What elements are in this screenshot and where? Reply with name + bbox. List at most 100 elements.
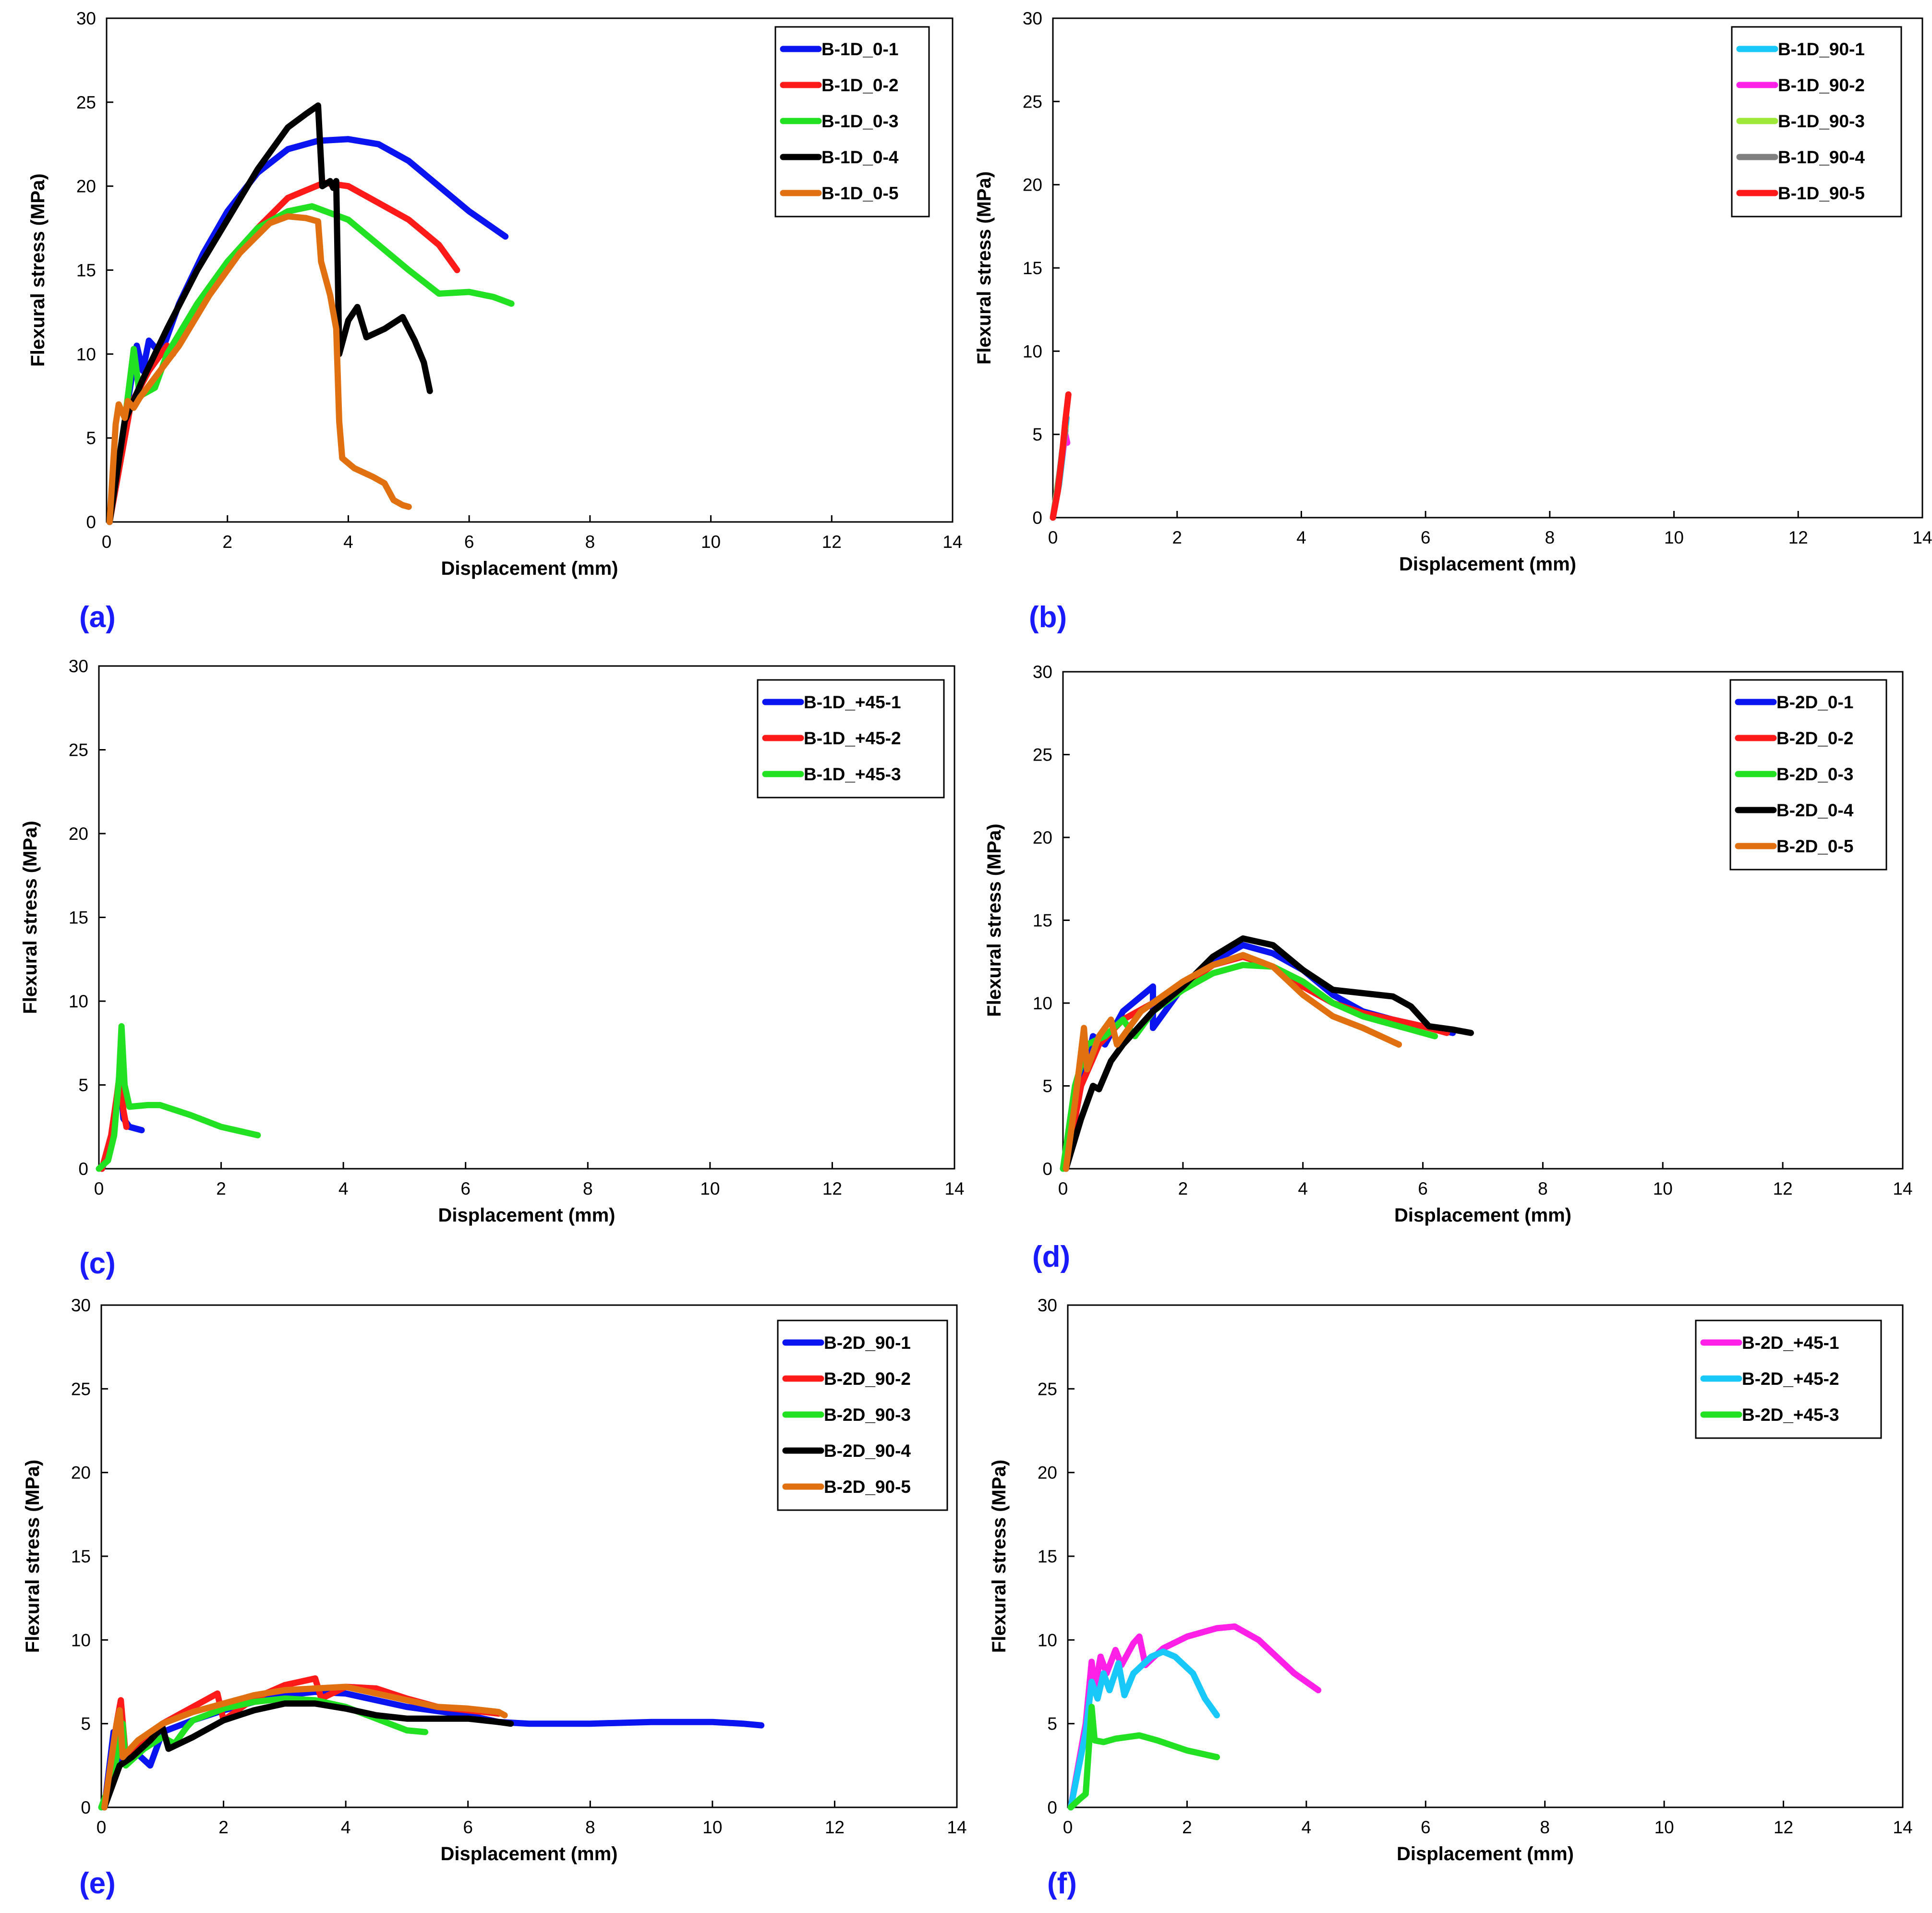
y-axis-label: Flexural stress (MPa)	[989, 1460, 1010, 1653]
legend-box	[777, 1320, 948, 1511]
series-line	[101, 1683, 508, 1811]
y-tick-label: 25	[1038, 1379, 1057, 1399]
y-tick-label: 0	[81, 1798, 91, 1817]
y-tick-label: 15	[76, 261, 96, 280]
legend-entry: B-2D_0-5	[1776, 836, 1853, 856]
y-axis-label: Flexural stress (MPa)	[984, 823, 1005, 1017]
x-axis-label: Displacement (mm)	[1397, 1843, 1574, 1865]
y-tick-label: 20	[1023, 175, 1042, 195]
y-tick-label: 15	[71, 1547, 91, 1566]
y-tick-label: 30	[76, 9, 96, 28]
x-tick-label: 0	[1058, 1179, 1068, 1199]
legend-entry: B-1D_0-1	[821, 39, 898, 59]
x-tick-label: 14	[947, 1817, 966, 1837]
y-tick-label: 15	[1033, 911, 1052, 931]
y-axis-label: Flexural stress (MPa)	[20, 821, 41, 1014]
x-tick-label: 8	[585, 1817, 595, 1837]
y-tick-label: 15	[1023, 258, 1042, 278]
chart-panel: 0 2 4 6 8 10 12 14 0 5 10 15 20 25 30 Displacement (mm)…	[989, 1296, 1913, 1900]
x-tick-label: 0	[102, 532, 112, 552]
y-tick-label: 10	[1038, 1630, 1057, 1650]
legend: B-1D_0-1 B-1D_0-2 B-1D_0-3 B-1D_0-4 B-1D_0-5	[774, 26, 930, 218]
x-tick-label: 10	[1654, 1817, 1674, 1837]
x-tick-label: 8	[583, 1179, 593, 1199]
y-tick-label: 0	[1047, 1798, 1057, 1817]
x-tick-label: 4	[1302, 1817, 1312, 1837]
x-tick-label: 4	[1298, 1179, 1308, 1199]
y-tick-label: 15	[69, 908, 88, 928]
y-tick-label: 0	[1032, 508, 1042, 528]
y-tick-label: 20	[71, 1463, 91, 1483]
x-tick-label: 6	[1418, 1179, 1428, 1199]
legend-entry: B-2D_90-5	[824, 1477, 911, 1497]
x-tick-label: 14	[1912, 528, 1932, 547]
x-tick-label: 4	[1296, 528, 1306, 547]
y-tick-label: 25	[69, 740, 88, 760]
series-line	[1063, 952, 1402, 1172]
legend-entry: B-2D_90-3	[824, 1405, 911, 1425]
y-tick-label: 0	[78, 1159, 88, 1179]
chart-panel: 0 2 4 6 8 10 12 14 0 5 10 15 20 25 30 Displacement (mm)…	[20, 656, 965, 1280]
x-tick-label: 2	[1172, 528, 1182, 547]
x-tick-label: 0	[1063, 1817, 1073, 1837]
series-line	[1063, 935, 1474, 1172]
legend: B-2D_0-1 B-2D_0-2 B-2D_0-3 B-2D_0-4 B-2D_0-5	[1729, 679, 1887, 871]
legend-entry: B-1D_0-5	[821, 183, 898, 203]
series-line	[1067, 1648, 1220, 1811]
y-tick-label: 5	[1047, 1714, 1057, 1734]
y-tick-label: 0	[86, 512, 96, 532]
legend: B-2D_+45-1 B-2D_+45-2 B-2D_+45-3	[1695, 1320, 1882, 1439]
legend-entry: B-2D_90-4	[824, 1441, 911, 1461]
x-tick-label: 10	[700, 1179, 720, 1199]
x-axis-label: Displacement (mm)	[441, 558, 618, 579]
y-tick-label: 20	[76, 177, 96, 196]
x-tick-label: 2	[218, 1817, 229, 1837]
x-tick-label: 14	[1893, 1179, 1912, 1199]
chart-panel: 0 2 4 6 8 10 12 14 0 5 10 15 20 25 30 Displacement (mm)…	[974, 9, 1932, 634]
legend: B-2D_90-1 B-2D_90-2 B-2D_90-3 B-2D_90-4 B-2D…	[777, 1320, 948, 1511]
y-tick-label: 20	[1038, 1463, 1057, 1483]
y-tick-label: 20	[1033, 828, 1052, 848]
y-tick-label: 30	[1038, 1296, 1057, 1315]
x-tick-label: 14	[1893, 1817, 1912, 1837]
panel-label: (f)	[1047, 1867, 1077, 1900]
legend-entry: B-2D_0-3	[1776, 764, 1853, 784]
x-tick-label: 4	[343, 532, 353, 552]
x-tick-label: 14	[942, 532, 962, 552]
x-tick-label: 12	[822, 1179, 842, 1199]
legend-entry: B-1D_+45-2	[804, 728, 901, 748]
x-tick-label: 6	[1421, 1817, 1431, 1837]
x-tick-label: 12	[825, 1817, 845, 1837]
y-tick-label: 20	[69, 824, 88, 844]
x-tick-label: 12	[1788, 528, 1808, 547]
y-tick-label: 5	[1032, 425, 1042, 445]
x-tick-label: 8	[1538, 1179, 1548, 1199]
x-axis-label: Displacement (mm)	[438, 1205, 616, 1226]
x-tick-label: 14	[944, 1179, 964, 1199]
panel-label: (d)	[1032, 1240, 1070, 1273]
x-tick-label: 12	[1774, 1817, 1793, 1837]
y-tick-label: 10	[1023, 341, 1042, 361]
series-line	[96, 1023, 261, 1172]
panel-label: (a)	[79, 601, 116, 634]
legend-entry: B-1D_90-4	[1778, 147, 1865, 167]
legend: B-1D_90-1 B-1D_90-2 B-1D_90-3 B-1D_90-4 B-1D…	[1731, 26, 1902, 218]
chart-panel: 0 2 4 6 8 10 12 14 0 5 10 15 20 25 30 Displacement (mm)…	[27, 9, 963, 634]
legend-entry: B-2D_0-2	[1776, 728, 1853, 748]
legend-entry: B-2D_0-1	[1776, 692, 1853, 712]
y-tick-label: 10	[71, 1630, 91, 1650]
panel-label: (e)	[79, 1867, 116, 1900]
series-line	[106, 213, 412, 525]
y-axis-label: Flexural stress (MPa)	[974, 171, 995, 364]
x-tick-label: 10	[702, 1817, 722, 1837]
x-tick-label: 10	[1653, 1179, 1673, 1199]
y-tick-label: 30	[69, 656, 88, 676]
series-line	[101, 1700, 514, 1811]
legend-entry: B-1D_90-1	[1778, 39, 1865, 59]
series-line	[1067, 1704, 1220, 1811]
legend-entry: B-1D_0-2	[821, 75, 898, 95]
x-tick-label: 0	[97, 1817, 107, 1837]
x-tick-label: 2	[1178, 1179, 1188, 1199]
legend-entry: B-1D_90-3	[1778, 111, 1865, 131]
